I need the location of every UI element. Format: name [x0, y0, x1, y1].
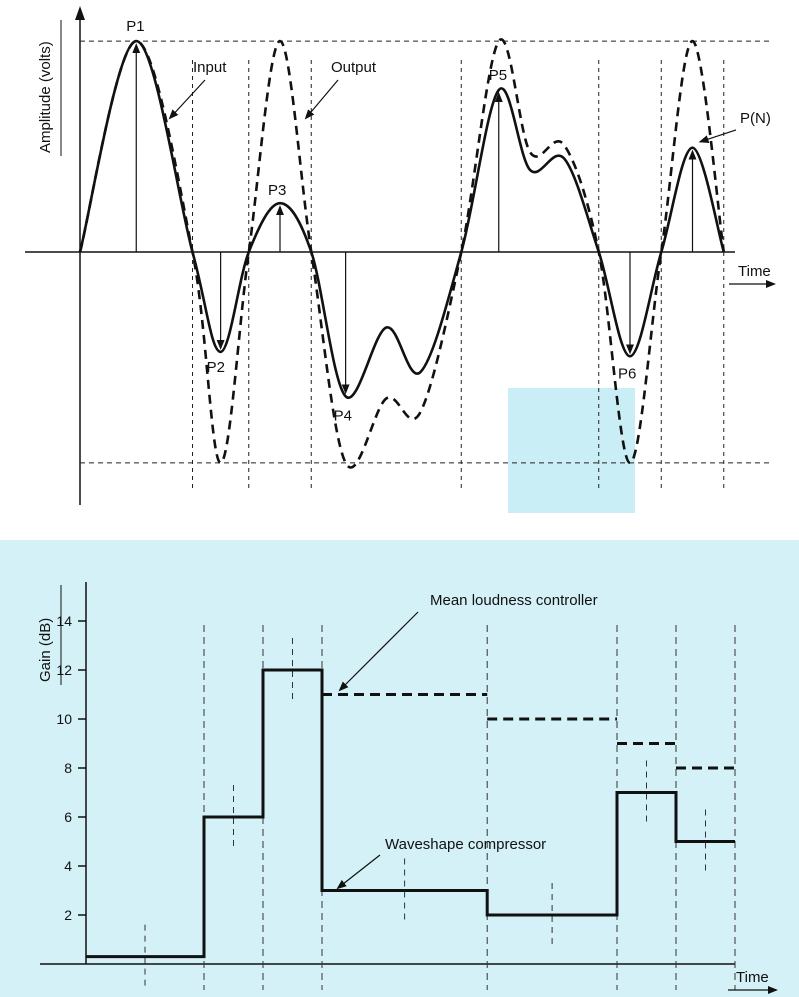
time-axis-title: Time	[738, 263, 771, 280]
peak-label: P5	[489, 67, 507, 84]
peak-label: P1	[126, 18, 144, 35]
gain-tick-label: 10	[56, 711, 72, 727]
highlight-patch	[508, 388, 635, 513]
pn-pointer-arrow	[698, 129, 737, 143]
waveshape-compressor-label: Waveshape compressor	[385, 836, 546, 853]
peak-label: P4	[334, 407, 352, 424]
amplitude-axis-title: Amplitude (volts)	[37, 41, 54, 153]
output-series-line	[78, 38, 726, 469]
gain-panel-background	[0, 540, 799, 997]
gain-tick-label: 4	[64, 858, 72, 874]
gain-tick-label: 14	[56, 613, 72, 629]
gain-tick-label: 2	[64, 907, 72, 923]
output-pointer-arrow	[304, 79, 339, 120]
gain-axis-title: Gain (dB)	[37, 618, 54, 682]
gain-time-axis-title: Time	[736, 969, 769, 986]
mean-loudness-controller-label: Mean loudness controller	[430, 592, 598, 609]
peak-label: P3	[268, 182, 286, 199]
gain-tick-label: 8	[64, 760, 72, 776]
bottom-gain-plot: 2 4 6 8 10 12 14 Mean loudness controller Wavesh…	[37, 582, 778, 994]
peak-label: P(N)	[740, 110, 771, 127]
output-annotation: Output	[331, 59, 377, 76]
gain-tick-label: 6	[64, 809, 72, 825]
mean-loudness-pointer-arrow	[338, 611, 419, 692]
input-series-line	[78, 39, 726, 399]
waveshape-pointer-arrow	[336, 854, 381, 890]
gain-tick-label: 12	[56, 662, 72, 678]
amplitude-axis-arrow-icon	[75, 6, 85, 20]
top-amplitude-plot: P1 P2 P3 P4 P5 P6 P(N) Input Output Amplitude (vo…	[25, 6, 776, 505]
peak-label: P6	[618, 365, 636, 382]
input-annotation: Input	[193, 59, 227, 76]
peak-label: P2	[207, 359, 225, 376]
waveshape-compressor-line	[86, 668, 735, 959]
input-pointer-arrow	[168, 79, 206, 120]
